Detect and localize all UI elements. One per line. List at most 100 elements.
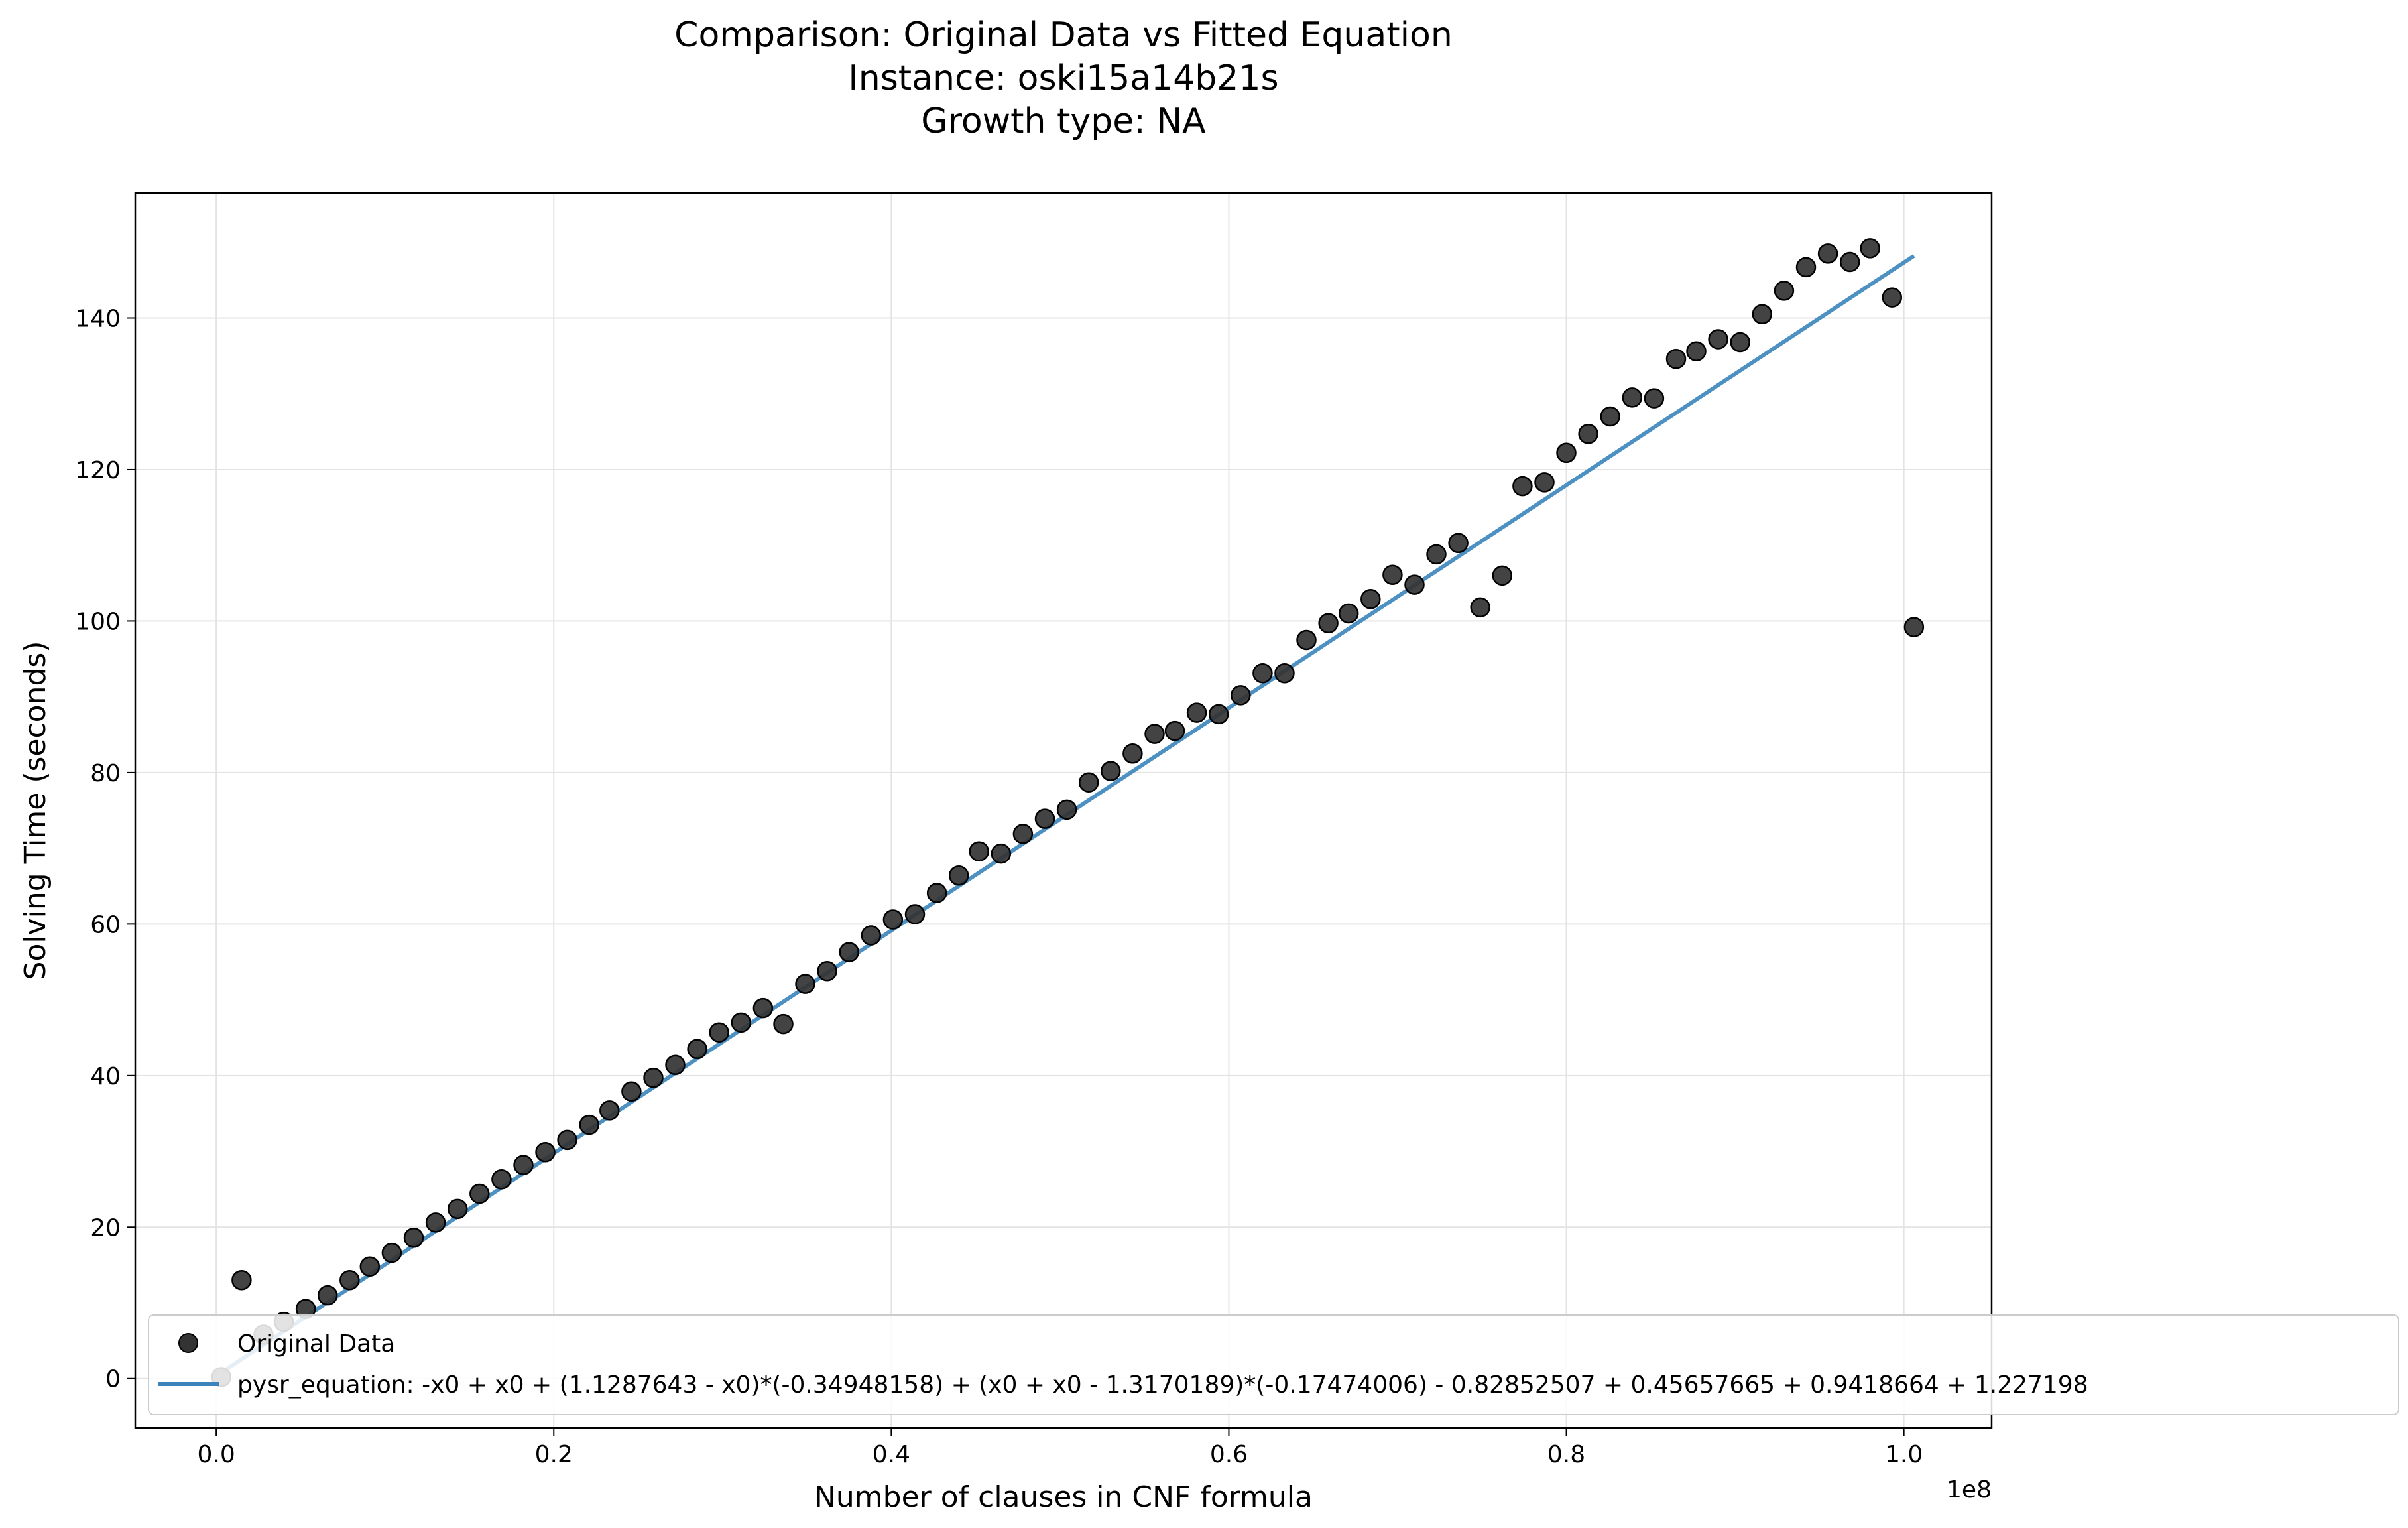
data-point bbox=[579, 1114, 599, 1135]
y-tick-label: 40 bbox=[90, 1063, 121, 1090]
data-point bbox=[643, 1067, 664, 1088]
data-point bbox=[1665, 348, 1687, 369]
data-point bbox=[1338, 603, 1359, 624]
data-point bbox=[599, 1100, 620, 1121]
data-point bbox=[359, 1256, 381, 1277]
data-point bbox=[795, 974, 815, 994]
y-tick-label: 120 bbox=[75, 457, 121, 484]
data-point bbox=[948, 865, 969, 886]
data-point bbox=[1644, 388, 1665, 409]
data-point bbox=[1186, 702, 1207, 723]
legend-box bbox=[148, 1314, 2399, 1415]
data-point bbox=[1730, 332, 1750, 353]
data-point bbox=[1839, 251, 1860, 273]
x-axis-offset-label: 1e8 bbox=[1947, 1476, 1992, 1503]
axis-ticks-layer: 0.0 0.2 0.4 0.6 0.8 1.0 0 20 40 60 80 100 120 140 bbox=[75, 305, 1923, 1468]
data-point bbox=[882, 909, 904, 930]
data-point bbox=[381, 1242, 402, 1263]
data-point bbox=[1578, 424, 1598, 444]
data-point bbox=[1274, 663, 1295, 684]
data-point bbox=[861, 925, 882, 946]
data-point bbox=[817, 960, 837, 982]
data-point bbox=[926, 883, 947, 903]
data-point bbox=[621, 1081, 642, 1102]
data-point bbox=[447, 1198, 468, 1220]
data-point bbox=[1078, 772, 1099, 793]
y-tick-label: 100 bbox=[75, 608, 121, 635]
data-point bbox=[339, 1269, 360, 1291]
x-tick-label: 0.4 bbox=[873, 1441, 910, 1468]
data-point bbox=[1860, 238, 1880, 259]
data-point bbox=[991, 843, 1012, 864]
data-point bbox=[839, 942, 859, 962]
data-point bbox=[1622, 387, 1643, 408]
y-tick-label: 20 bbox=[90, 1214, 121, 1242]
data-point bbox=[1686, 341, 1707, 361]
data-point bbox=[469, 1183, 490, 1204]
data-point bbox=[1470, 597, 1490, 618]
chart-title-line-1: Comparison: Original Data vs Fitted Equa… bbox=[674, 15, 1453, 55]
scatter-points-layer bbox=[211, 238, 1925, 1387]
data-point bbox=[535, 1141, 556, 1163]
data-point bbox=[773, 1013, 794, 1035]
x-tick-label: 0.0 bbox=[198, 1441, 235, 1468]
data-point bbox=[1795, 257, 1817, 278]
data-point bbox=[1056, 799, 1077, 820]
data-point bbox=[1903, 617, 1925, 637]
data-point bbox=[687, 1039, 707, 1060]
y-tick-label: 0 bbox=[105, 1366, 121, 1393]
data-point bbox=[1600, 406, 1620, 427]
x-tick-label: 0.2 bbox=[535, 1441, 573, 1468]
data-point bbox=[1774, 281, 1795, 301]
grid-layer bbox=[135, 193, 1992, 1428]
data-point bbox=[665, 1054, 686, 1076]
y-tick-label: 60 bbox=[90, 911, 121, 938]
data-point bbox=[1492, 565, 1513, 586]
x-tick-label: 0.8 bbox=[1547, 1441, 1585, 1468]
data-point bbox=[1122, 743, 1143, 764]
data-point bbox=[1882, 287, 1903, 308]
x-axis-label: Number of clauses in CNF formula bbox=[814, 1480, 1313, 1514]
data-point bbox=[969, 841, 989, 861]
y-tick-label: 80 bbox=[90, 760, 121, 787]
x-tick-label: 0.6 bbox=[1210, 1441, 1248, 1468]
data-point bbox=[752, 997, 774, 1019]
legend-label-fitted-line: pysr_equation: -x0 + x0 + (1.1287643 - x… bbox=[237, 1371, 2088, 1399]
legend-label-original-data: Original Data bbox=[237, 1330, 395, 1358]
data-point bbox=[1034, 808, 1055, 829]
data-point bbox=[1534, 472, 1555, 493]
data-point bbox=[1101, 761, 1121, 781]
data-point bbox=[1144, 724, 1165, 744]
legend: Original Data pysr_equation: -x0 + x0 + … bbox=[148, 1314, 2399, 1415]
data-point bbox=[1360, 589, 1381, 609]
data-point bbox=[1817, 243, 1838, 264]
data-point bbox=[1164, 720, 1185, 741]
data-point bbox=[1556, 442, 1577, 464]
data-point bbox=[1252, 663, 1273, 684]
data-point bbox=[1208, 704, 1229, 725]
data-point bbox=[1426, 544, 1447, 565]
data-point bbox=[231, 1269, 252, 1291]
data-point bbox=[557, 1129, 577, 1151]
data-point bbox=[1404, 574, 1425, 595]
plot-frame bbox=[134, 192, 1993, 1429]
data-point bbox=[1231, 685, 1251, 706]
data-point bbox=[513, 1155, 534, 1175]
data-point bbox=[403, 1228, 424, 1248]
data-point bbox=[1752, 304, 1773, 325]
data-point bbox=[1296, 629, 1317, 651]
y-axis-label: Solving Time (seconds) bbox=[19, 641, 52, 980]
data-point bbox=[731, 1012, 752, 1033]
chart-title: Comparison: Original Data vs Fitted Equa… bbox=[674, 15, 1453, 141]
data-point bbox=[1512, 476, 1533, 497]
x-tick-label: 1.0 bbox=[1885, 1441, 1923, 1468]
data-point bbox=[1012, 824, 1034, 844]
data-point bbox=[904, 904, 926, 924]
data-point bbox=[1448, 533, 1469, 554]
chart-title-line-3: Growth type: NA bbox=[921, 101, 1206, 141]
data-point bbox=[709, 1022, 729, 1043]
chart-title-line-2: Instance: oski15a14b21s bbox=[848, 58, 1278, 98]
legend-marker-original-data bbox=[178, 1333, 198, 1353]
data-point bbox=[1708, 329, 1728, 350]
